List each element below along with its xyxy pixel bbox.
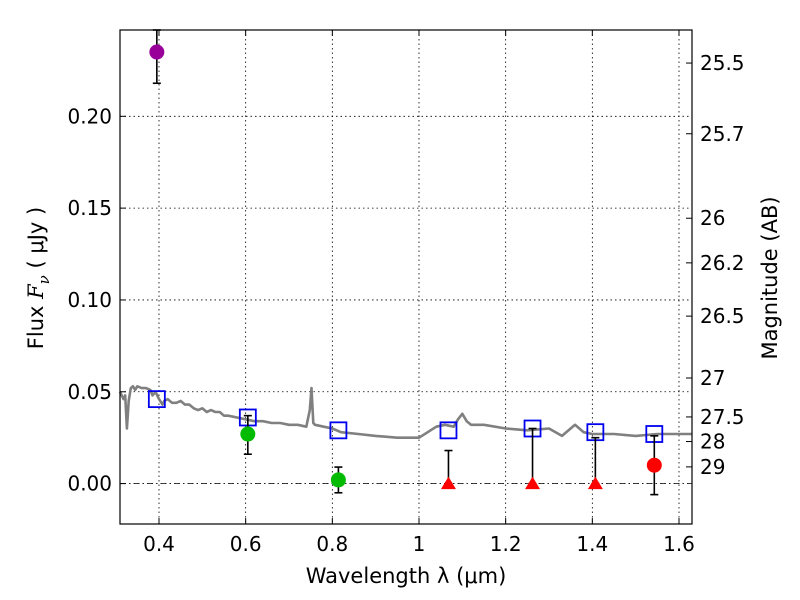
right-axis-title: Magnitude (AB) [758, 196, 782, 359]
x-tick-label: 1 [413, 532, 426, 556]
magnitude-tick-label: 27 [700, 366, 725, 390]
model-photometry-square [329, 421, 348, 440]
upper-limit-triangle [525, 476, 541, 490]
detections_green-point [240, 426, 256, 442]
upper-limit-triangle [587, 476, 603, 490]
magnitude-tick-label: 25.5 [700, 51, 745, 75]
model-photometry-square [439, 421, 458, 440]
magnitude-tick-label: 25.7 [700, 122, 745, 146]
magnitude-tick-label: 26.5 [700, 304, 745, 328]
ticks-layer: 0.4 0.6 0.8 1 1.2 1.4 1.6 0.00 0.05 0.10 0.15 0.20 2… [67, 30, 745, 556]
spectrum-layer [118, 384, 692, 440]
magnitude-tick-label: 27.5 [700, 405, 745, 429]
x-tick-label: 0.4 [143, 532, 175, 556]
x-tick-label: 1.4 [576, 532, 608, 556]
magnitude-tick-label: 28 [700, 430, 725, 454]
detections_green-point [330, 472, 346, 488]
y-tick-label: 0.20 [67, 104, 112, 128]
x-tick-label: 0.6 [230, 532, 262, 556]
magnitude-tick-label: 26 [700, 206, 725, 230]
y-axis-title-symbol: F [24, 283, 48, 300]
x-tick-label: 1.2 [490, 532, 522, 556]
markers-layer [147, 29, 664, 496]
y-tick-label: 0.05 [67, 380, 112, 404]
y-tick-label: 0.00 [67, 472, 112, 496]
y-tick-label: 0.15 [67, 196, 112, 220]
y-tick-label: 0.10 [67, 288, 112, 312]
grid [120, 30, 692, 524]
model-spectrum-line [118, 384, 692, 440]
x-tick-label: 0.8 [316, 532, 348, 556]
plot-frame [119, 29, 693, 525]
y-axis-title-subscript: ν [35, 275, 53, 284]
upper-limit-triangle [440, 476, 456, 490]
detection_purple-point [149, 44, 165, 60]
magnitude-tick-label: 26.2 [700, 251, 745, 275]
x-axis-title: Wavelength λ (μm) [306, 564, 507, 588]
detection_red-point [646, 457, 662, 473]
y-axis-title-prefix: Flux [24, 299, 48, 349]
y-axis-title: Flux Fν ( μJy ) [24, 207, 53, 349]
model-photometry-square [147, 390, 166, 409]
x-tick-label: 1.6 [663, 532, 695, 556]
y-axis-title-unit: ( μJy ) [24, 207, 48, 275]
magnitude-tick-label: 29 [700, 455, 725, 479]
